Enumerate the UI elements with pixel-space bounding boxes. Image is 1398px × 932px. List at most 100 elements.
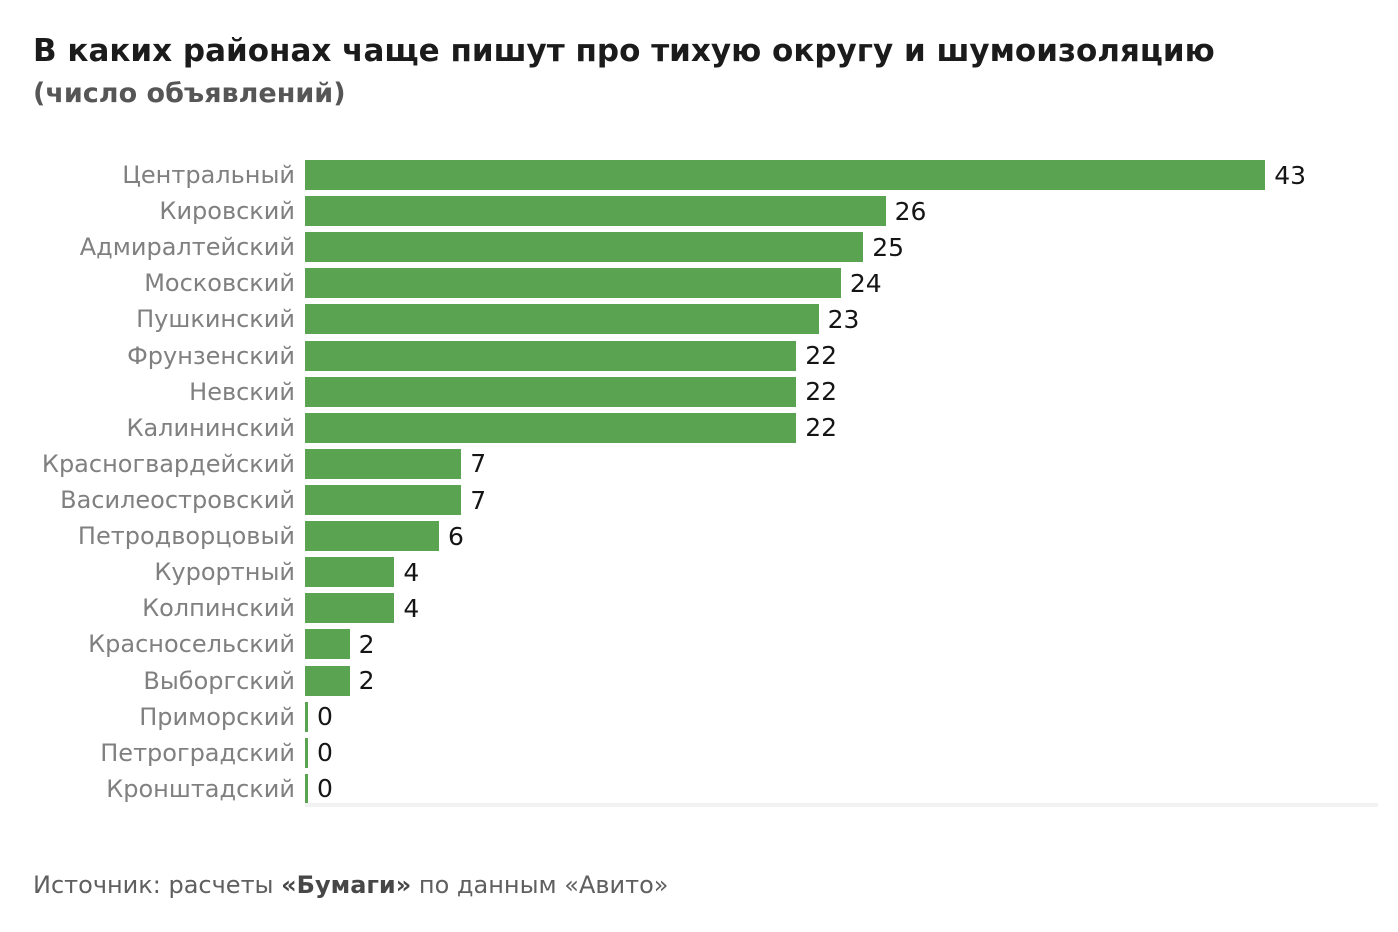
bar xyxy=(305,701,308,732)
value-label: 0 xyxy=(317,738,333,768)
value-label: 22 xyxy=(805,413,838,443)
bar xyxy=(305,629,350,660)
value-label: 0 xyxy=(317,702,333,732)
bar xyxy=(305,737,308,768)
chart-row: Приморский 0 xyxy=(0,699,1398,735)
bar-area: 25 xyxy=(305,232,905,263)
category-label: Приморский xyxy=(139,702,295,731)
value-label: 6 xyxy=(447,521,464,551)
category-label: Петроградский xyxy=(100,738,295,767)
bar xyxy=(305,485,462,516)
value-label: 22 xyxy=(805,341,838,371)
category-label: Колпинский xyxy=(142,594,295,623)
chart-row: Кировский 26 xyxy=(0,193,1398,229)
chart-row: Пушкинский 23 xyxy=(0,301,1398,337)
category-label: Невский xyxy=(189,377,295,406)
bar-area: 7 xyxy=(305,485,487,516)
bar-area: 2 xyxy=(305,629,375,660)
chart-row: Центральный 43 xyxy=(0,157,1398,193)
category-label: Выборгский xyxy=(143,666,295,695)
chart-rows: Центральный 43 Кировский 26 Адмиралтейский 25… xyxy=(0,157,1398,807)
bar-area: 0 xyxy=(305,773,333,804)
value-label: 2 xyxy=(358,666,375,696)
chart-row: Кронштадский 0 xyxy=(0,771,1398,807)
bar xyxy=(305,196,886,227)
bar xyxy=(305,448,462,479)
value-label: 7 xyxy=(470,485,487,515)
value-label: 24 xyxy=(849,268,882,298)
bar xyxy=(305,665,350,696)
value-label: 22 xyxy=(805,377,838,407)
category-label: Курортный xyxy=(154,558,295,587)
chart-row: Невский 22 xyxy=(0,374,1398,410)
bar-area: 26 xyxy=(305,196,927,227)
source-prefix: Источник: расчеты xyxy=(33,871,282,899)
bar-area: 7 xyxy=(305,448,487,479)
chart-row: Красногвардейский 7 xyxy=(0,446,1398,482)
chart-row: Фрунзенский 22 xyxy=(0,338,1398,374)
chart-subtitle: (число объявлений) xyxy=(33,78,346,109)
source-note: Источник: расчеты «Бумаги» по данным «Ав… xyxy=(33,871,668,899)
value-label: 23 xyxy=(827,304,860,334)
chart-row: Колпинский 4 xyxy=(0,590,1398,626)
bar xyxy=(305,557,395,588)
bar-area: 22 xyxy=(305,376,838,407)
value-label: 43 xyxy=(1274,160,1306,190)
bar-area: 0 xyxy=(305,737,333,768)
bar xyxy=(305,593,395,624)
bar xyxy=(305,412,797,443)
category-label: Адмиралтейский xyxy=(79,233,295,262)
chart-row: Красносельский 2 xyxy=(0,626,1398,662)
category-label: Фрунзенский xyxy=(127,341,295,370)
bar-area: 23 xyxy=(305,304,860,335)
chart-row: Петродворцовый 6 xyxy=(0,518,1398,554)
bar-area: 22 xyxy=(305,340,838,371)
source-suffix: по данным «Авито» xyxy=(411,871,669,899)
value-label: 7 xyxy=(470,449,487,479)
value-label: 4 xyxy=(403,557,420,587)
bar xyxy=(305,773,308,804)
bar-area: 0 xyxy=(305,701,333,732)
chart-row: Калининский 22 xyxy=(0,410,1398,446)
bar-area: 4 xyxy=(305,593,420,624)
chart-row: Петроградский 0 xyxy=(0,735,1398,771)
category-label: Кронштадский xyxy=(106,774,295,803)
bar-area: 4 xyxy=(305,557,420,588)
bar-area: 43 xyxy=(305,160,1306,191)
bar-area: 22 xyxy=(305,412,838,443)
chart-row: Московский 24 xyxy=(0,265,1398,301)
category-label: Красносельский xyxy=(88,630,295,659)
chart-title: В каких районах чаще пишут про тихую окр… xyxy=(33,33,1215,69)
bar xyxy=(305,304,819,335)
bar-area: 6 xyxy=(305,521,464,552)
bar xyxy=(305,521,439,552)
bar-area: 24 xyxy=(305,268,882,299)
value-label: 26 xyxy=(894,196,927,226)
category-label: Василеостровский xyxy=(60,486,295,515)
category-label: Петродворцовый xyxy=(77,522,295,551)
chart-row: Курортный 4 xyxy=(0,554,1398,590)
category-label: Красногвардейский xyxy=(41,449,295,478)
chart-row: Василеостровский 7 xyxy=(0,482,1398,518)
bar xyxy=(305,376,797,407)
bar xyxy=(305,268,841,299)
bar-area: 2 xyxy=(305,665,375,696)
bar xyxy=(305,160,1266,191)
bar xyxy=(305,340,797,371)
value-label: 4 xyxy=(403,593,420,623)
category-label: Московский xyxy=(144,269,295,298)
category-label: Калининский xyxy=(126,413,295,442)
bar xyxy=(305,232,864,263)
source-brand: «Бумаги» xyxy=(281,871,412,899)
bar-chart: Центральный 43 Кировский 26 Адмиралтейский 25… xyxy=(0,157,1398,807)
chart-header: В каких районах чаще пишут про тихую окр… xyxy=(33,34,1215,109)
value-label: 0 xyxy=(317,774,333,804)
chart-row: Выборгский 2 xyxy=(0,663,1398,699)
category-label: Пушкинский xyxy=(136,305,295,334)
value-label: 2 xyxy=(358,629,375,659)
x-axis-line xyxy=(305,803,1378,807)
category-label: Центральный xyxy=(122,161,295,190)
category-label: Кировский xyxy=(159,197,295,226)
value-label: 25 xyxy=(872,232,905,262)
chart-row: Адмиралтейский 25 xyxy=(0,229,1398,265)
